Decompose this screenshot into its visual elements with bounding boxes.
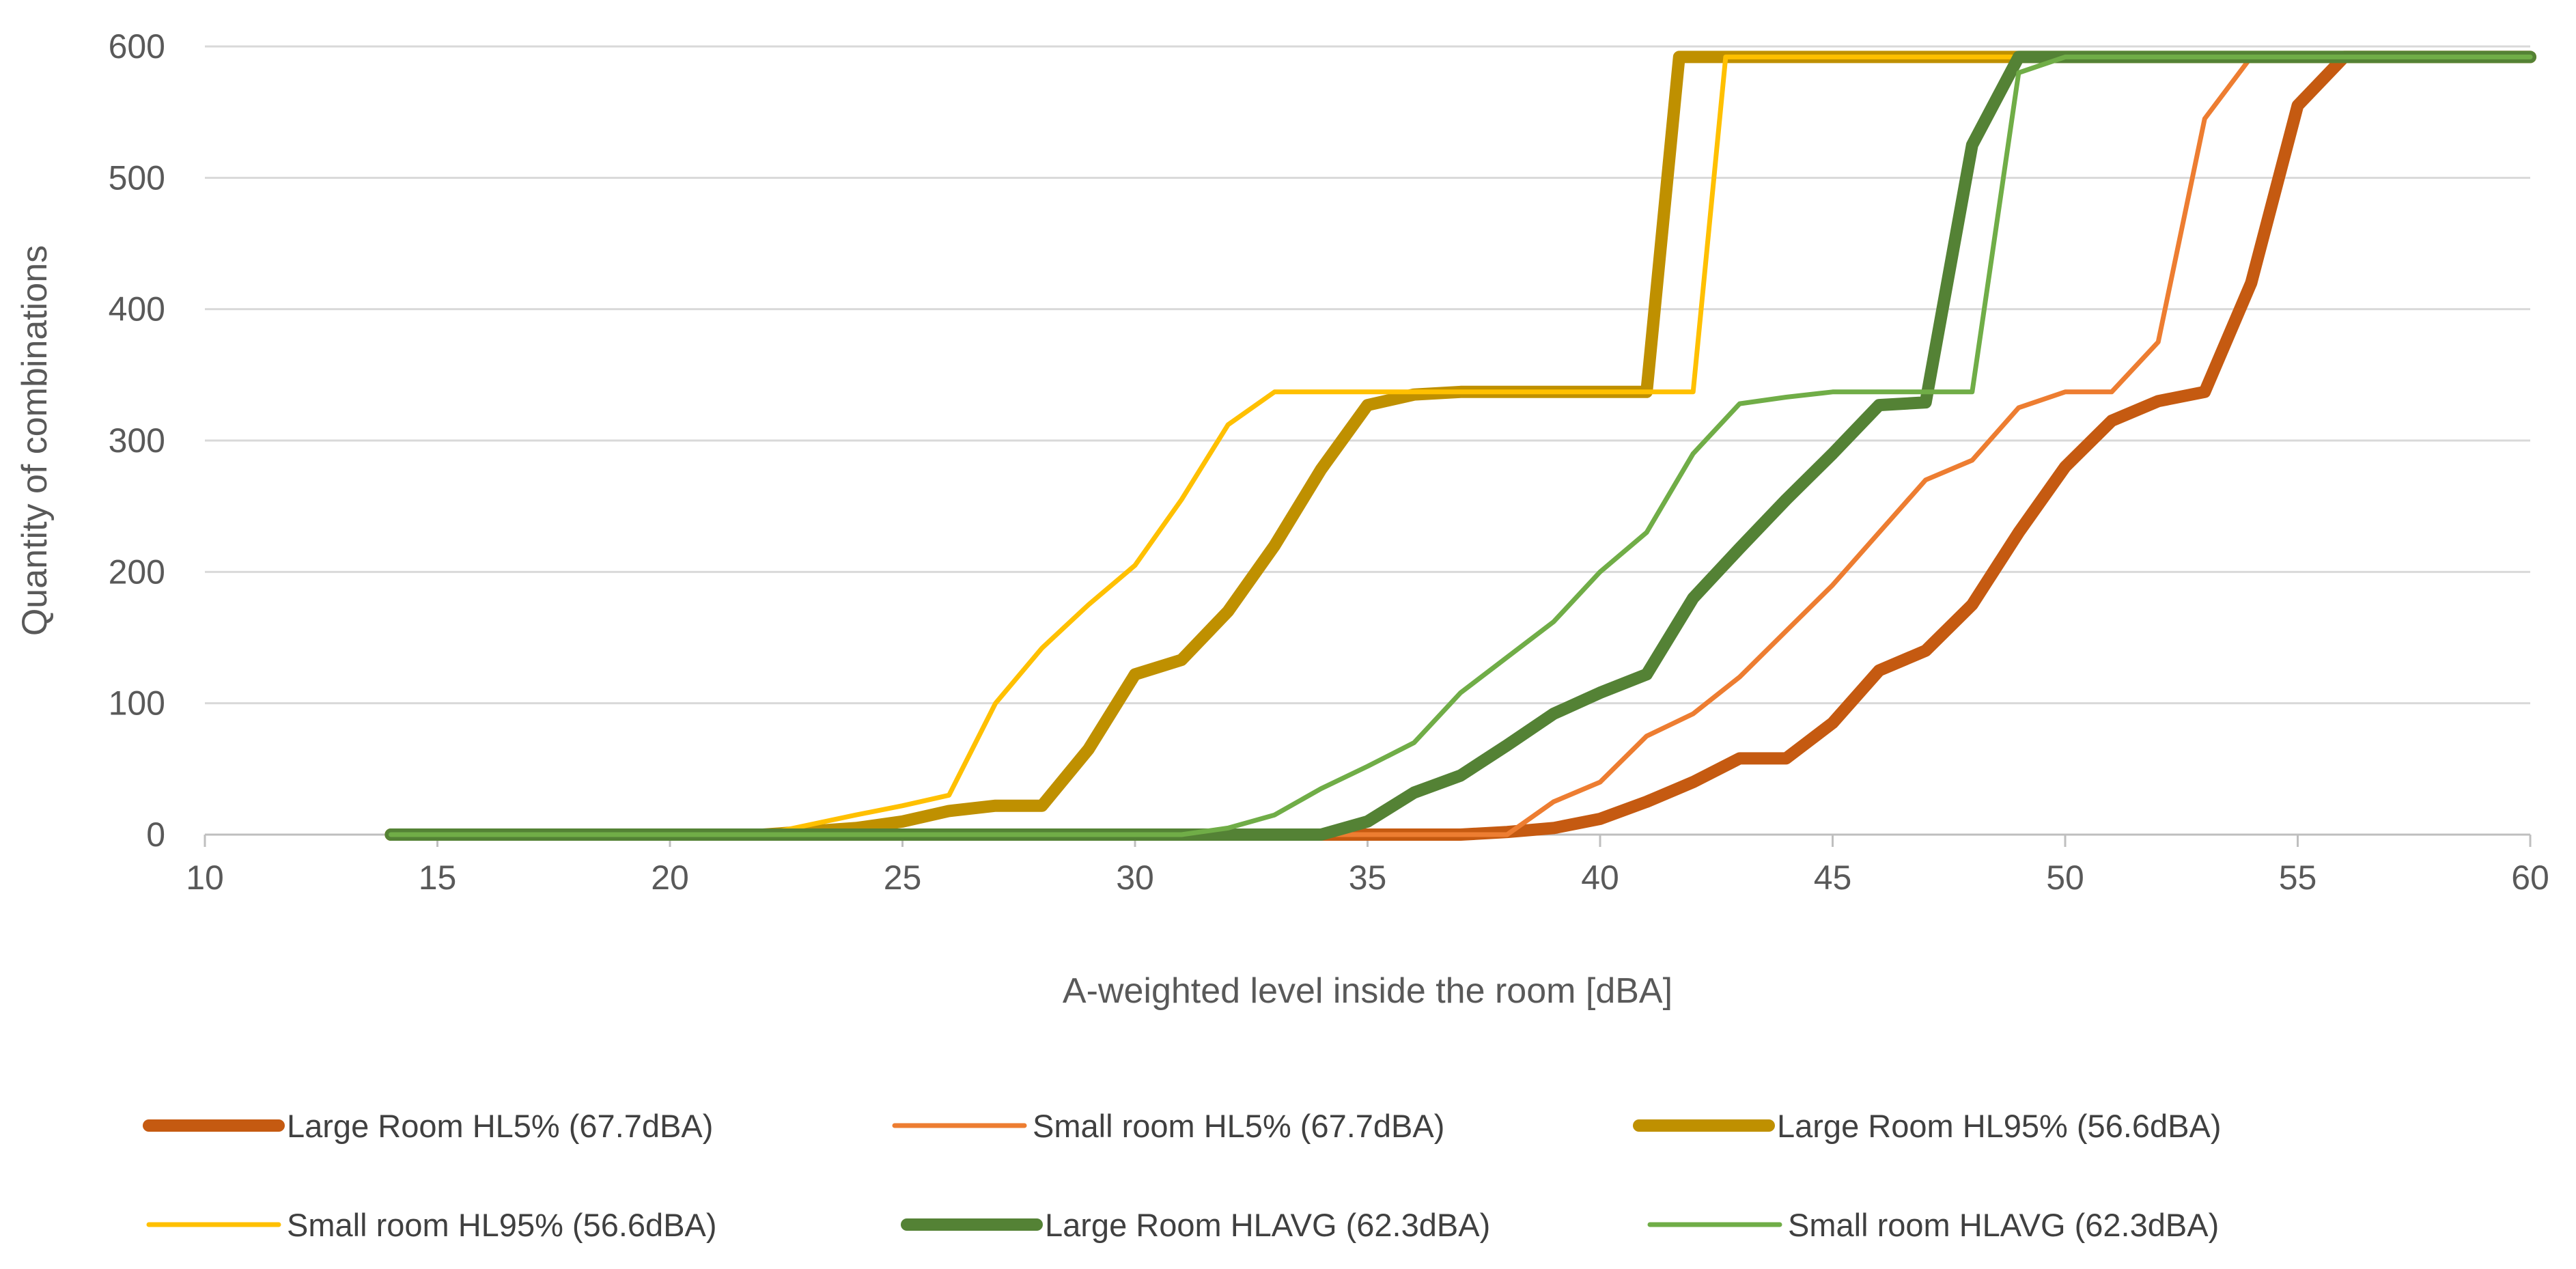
legend-label-1: Large Room HL5% (67.7dBA) [287, 1108, 713, 1144]
series-line-4 [388, 54, 2533, 837]
y-axis-title: Quantity of combinations [15, 245, 55, 636]
legend-label-3: Large Room HL95% (56.6dBA) [1777, 1108, 2222, 1144]
x-tick-label: 60 [2511, 859, 2549, 897]
legend-label-6: Small room HLAVG (62.3dBA) [1788, 1207, 2219, 1243]
legend-label-2: Small room HL5% (67.7dBA) [1033, 1108, 1444, 1144]
y-tick-label: 300 [109, 421, 165, 460]
x-axis-title: A-weighted level inside the room [dBA] [1063, 971, 1672, 1011]
series-lines [384, 51, 2536, 841]
gridlines [205, 45, 2530, 705]
x-tick-label: 50 [2046, 859, 2084, 897]
x-tick-label: 55 [2279, 859, 2317, 897]
series-line-1 [384, 51, 2536, 841]
y-tick-label: 0 [146, 815, 165, 854]
x-tick-label: 10 [186, 859, 224, 897]
series-line-6 [388, 54, 2533, 837]
series-line-2 [388, 54, 2533, 837]
y-tick-label: 500 [109, 158, 165, 197]
x-tick-label: 15 [419, 859, 457, 897]
x-tick-label: 20 [651, 859, 689, 897]
series-line-5 [384, 51, 2536, 841]
legend-label-5: Large Room HLAVG (62.3dBA) [1045, 1207, 1490, 1243]
y-tick-label: 200 [109, 553, 165, 591]
x-tick-label: 35 [1349, 859, 1387, 897]
legend-label-4: Small room HL95% (56.6dBA) [287, 1207, 717, 1243]
tick-labels: 0 100 200 300 400 500 600 10 15 20 25 30 35 40 45 50 55 6… [109, 27, 2549, 897]
legend: Large Room HL5% (67.7dBA) Small room HL5%… [143, 1108, 2222, 1243]
y-tick-label: 400 [109, 290, 165, 329]
x-tick-label: 40 [1581, 859, 1619, 897]
x-tick-label: 45 [1814, 859, 1852, 897]
y-tick-label: 100 [109, 684, 165, 723]
x-tick-label: 30 [1116, 859, 1154, 897]
x-tick-label: 25 [884, 859, 922, 897]
series-line-3 [384, 51, 2536, 841]
y-tick-label: 600 [109, 27, 165, 66]
